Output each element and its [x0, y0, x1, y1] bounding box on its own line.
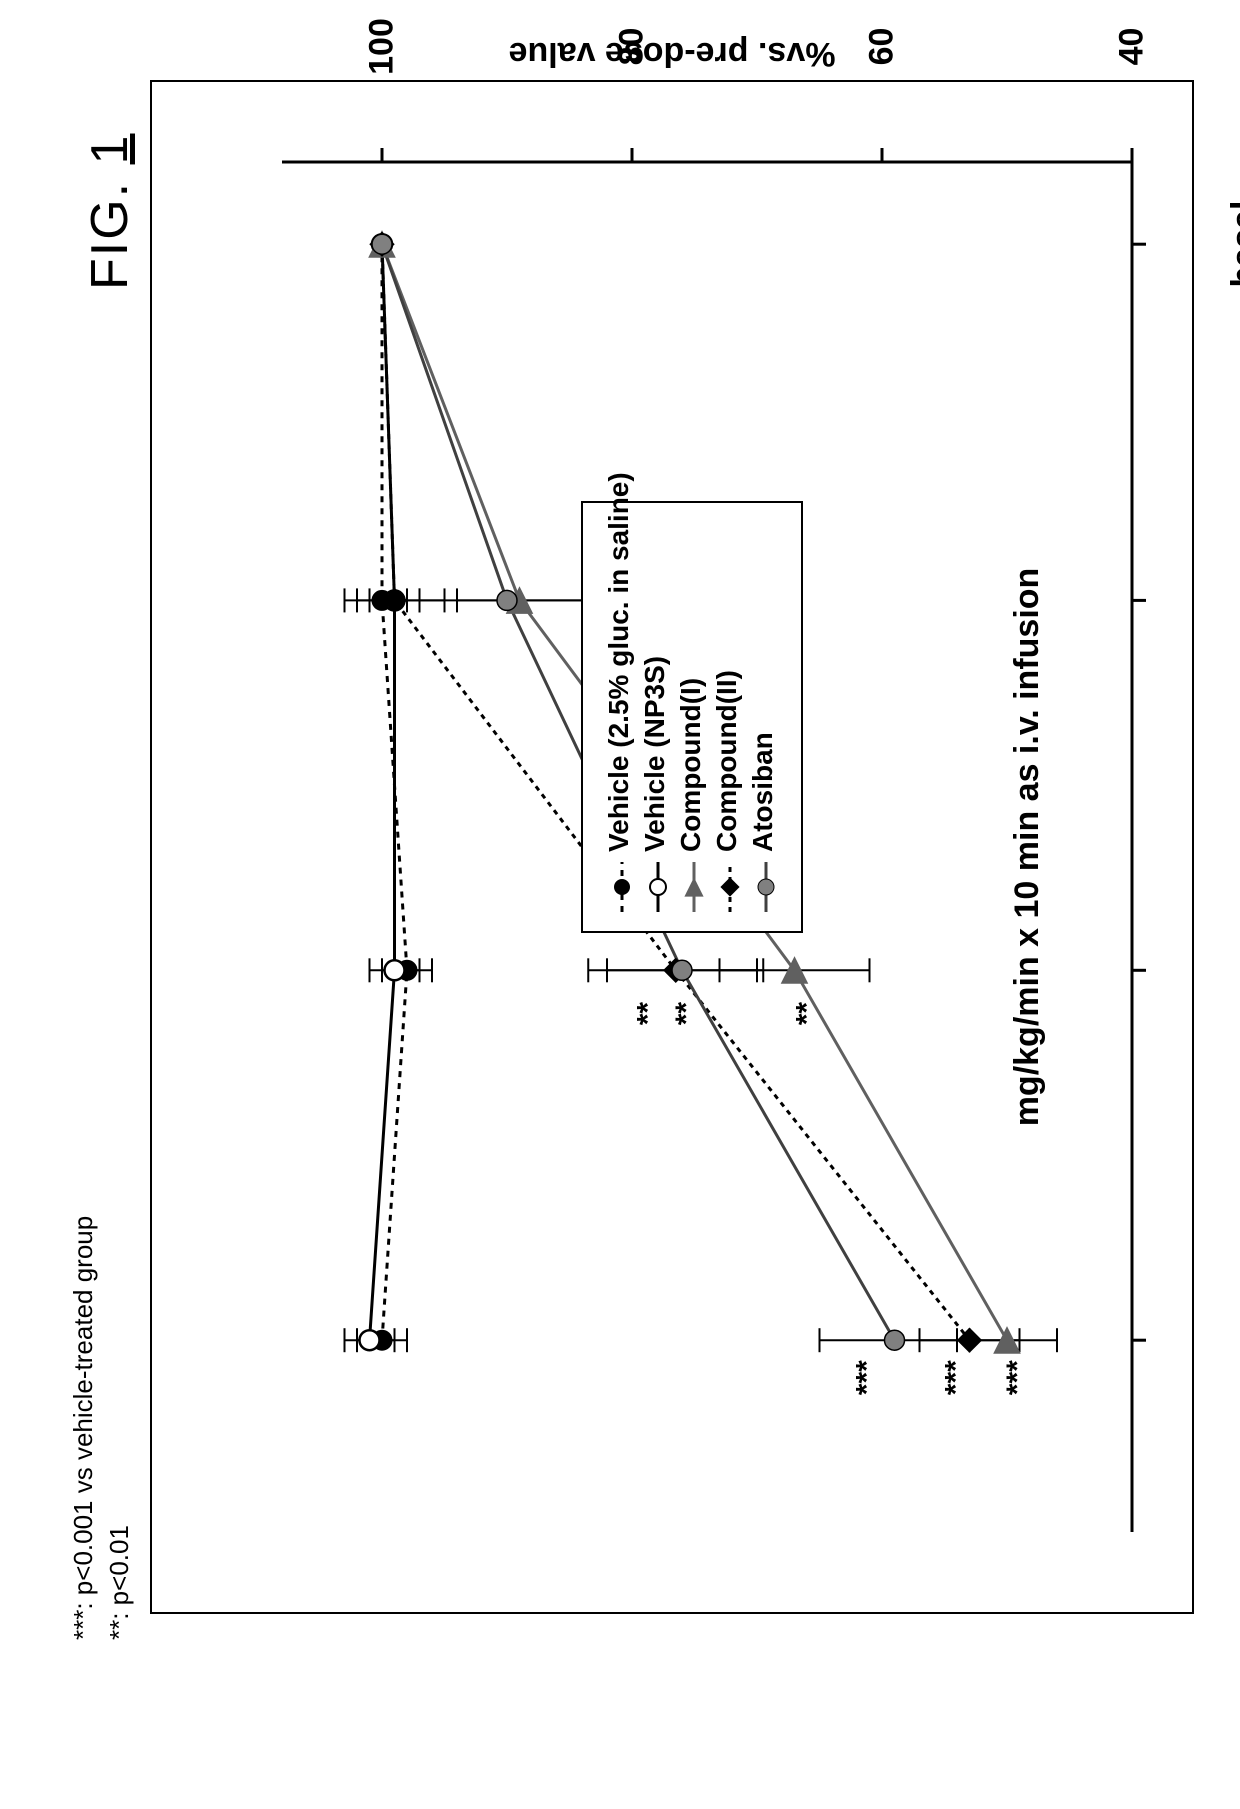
svg-text:**: **: [632, 1002, 665, 1026]
figure-label: FIG. 1: [80, 134, 140, 290]
y-tick-label: 60: [863, 28, 902, 66]
figure-label-number: 1: [81, 134, 139, 165]
x-tick-label: basal: [1225, 201, 1240, 288]
figure-label-prefix: FIG.: [81, 181, 139, 290]
footnote-1: **: p<0.01: [104, 1525, 135, 1640]
svg-text:***: ***: [851, 1360, 884, 1395]
svg-text:Atosiban: Atosiban: [747, 732, 778, 852]
svg-text:Compound(II): Compound(II): [711, 670, 742, 852]
x-axis-label: mg/kg/min x 10 min as i.v. infusion: [1008, 568, 1047, 1127]
svg-text:Vehicle (NP3S): Vehicle (NP3S): [639, 656, 670, 852]
y-axis-label: %vs. pre-dose value: [509, 34, 836, 73]
svg-text:**: **: [670, 1002, 703, 1026]
svg-text:***: ***: [940, 1360, 973, 1395]
svg-text:***: ***: [1001, 1360, 1034, 1395]
footnote-2: ***: p<0.001 vs vehicle-treated group: [68, 1216, 99, 1640]
y-tick-label: 80: [613, 28, 652, 66]
svg-text:**: **: [791, 1002, 824, 1026]
svg-text:Compound(I): Compound(I): [675, 678, 706, 852]
chart-frame: *************** Vehicle (2.5% gluc. in s…: [150, 80, 1194, 1614]
y-tick-label: 100: [363, 18, 402, 75]
y-tick-label: 40: [1113, 28, 1152, 66]
svg-text:Vehicle (2.5% gluc. in saline): Vehicle (2.5% gluc. in saline): [603, 472, 634, 852]
page-root: FIG. 1 *************** Vehicle (2.5% glu…: [0, 0, 1240, 1809]
